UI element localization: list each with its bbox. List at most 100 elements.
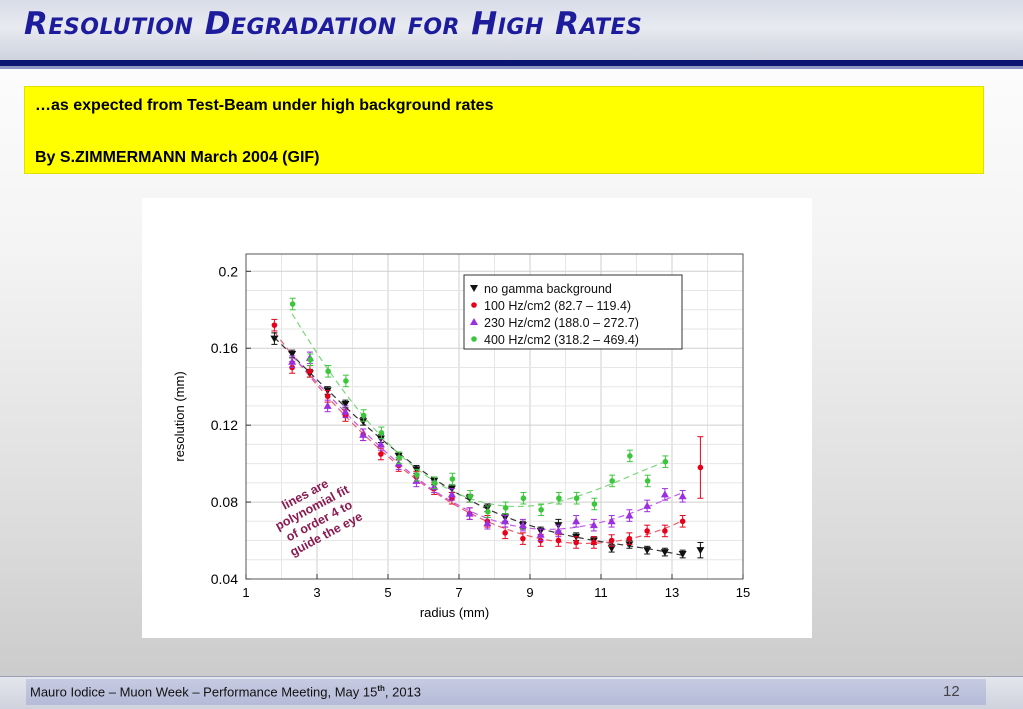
highlight-note: …as expected from Test-Beam under high b… [24,86,984,174]
data-point [572,517,581,525]
chart-panel: 1 3 5 7 9 11 13 15 0.04 0.08 0.12 0.16 0.2 radius (mm… [142,198,812,638]
data-point [607,545,616,553]
data-point [270,335,279,343]
fit-line [273,331,683,545]
legend-marker [471,336,477,342]
data-point [518,521,527,529]
data-point [449,476,456,482]
data-point [589,521,598,529]
footer-prefix: Mauro Iodice – Muon Week – Performance M… [30,684,378,700]
data-point [607,517,616,525]
data-point [660,490,669,498]
footer-sup: th [377,684,385,693]
data-point [591,501,598,507]
data-point [288,357,297,365]
y-tick-label: 0.2 [219,263,239,279]
data-point [483,519,492,527]
data-point [555,537,562,544]
x-tick-label: 11 [594,585,608,600]
data-point [556,495,562,502]
y-tick-label: 0.08 [211,494,238,510]
data-point [502,505,509,511]
data-point [467,493,473,500]
x-tick-label: 3 [313,585,320,600]
fit-line [291,313,666,508]
data-point [307,368,313,375]
data-point [271,322,278,328]
data-point [627,453,633,459]
y-tick-label: 0.04 [211,571,238,587]
data-point [625,511,634,519]
data-point [520,535,526,542]
y-tick-label: 0.16 [211,340,238,356]
x-tick-label: 1 [242,585,249,600]
note-text-1: …as expected from Test-Beam under high b… [35,97,494,114]
title-bar [0,0,1023,60]
y-axis-label: resolution (mm) [172,371,187,461]
x-tick-label: 5 [384,585,391,600]
data-point [697,464,704,471]
legend-label: 100 Hz/cm2 (82.7 – 119.4) [484,299,631,313]
data-point [343,378,349,384]
title-rule-accent [0,66,1023,69]
data-point [538,506,544,513]
data-point [644,478,651,484]
data-point [591,539,597,546]
data-point [643,501,652,509]
x-tick-label: 9 [526,585,533,600]
data-point [324,393,331,400]
data-point [626,535,633,542]
fit-line [273,336,683,556]
footer-suffix: , 2013 [384,684,422,700]
data-point [520,495,527,502]
data-point [378,430,385,436]
data-point [678,551,687,558]
data-point [378,451,384,457]
data-point [485,508,491,515]
x-tick-label: 7 [455,585,462,600]
data-point [644,528,650,534]
data-point [696,547,705,555]
fit-line [291,355,683,530]
data-point [679,518,686,525]
x-axis-label: radius (mm) [420,605,489,620]
note-text-2: By S.ZIMMERMANN March 2004 (GIF) [35,149,320,166]
legend-label: 230 Hz/cm2 (188.0 – 272.7) [484,316,639,330]
data-point [501,517,510,525]
data-point [678,492,687,500]
data-point [341,407,350,415]
data-point [431,480,438,486]
data-point [325,368,331,375]
data-point [608,537,615,544]
data-point [376,440,385,448]
data-point [341,401,350,408]
data-point [662,458,669,465]
data-point [609,478,615,484]
legend-label: 400 Hz/cm2 (318.2 – 469.4) [484,333,639,347]
footer-band [26,679,986,705]
data-point [360,412,367,419]
legend-marker [470,285,478,292]
data-point [536,530,545,538]
page-number: 12 [943,683,960,700]
data-point [573,495,580,502]
x-tick-label: 15 [736,585,750,600]
data-point [414,472,420,478]
data-point [396,455,402,461]
slide-title: Resolution Degradation for High Rates [24,6,643,42]
y-tick-label: 0.12 [211,417,238,433]
footer-text: Mauro Iodice – Muon Week – Performance M… [30,684,421,699]
data-point [447,490,456,498]
data-point [662,528,668,534]
legend-box [463,274,683,350]
data-point [573,539,579,546]
data-point [289,301,296,307]
data-point [625,541,634,549]
plot-frame [245,253,744,580]
legend-label: no gamma background [484,282,612,296]
data-point [307,356,314,363]
data-point [554,526,563,534]
title-rule [0,60,1023,66]
data-point [465,509,474,517]
